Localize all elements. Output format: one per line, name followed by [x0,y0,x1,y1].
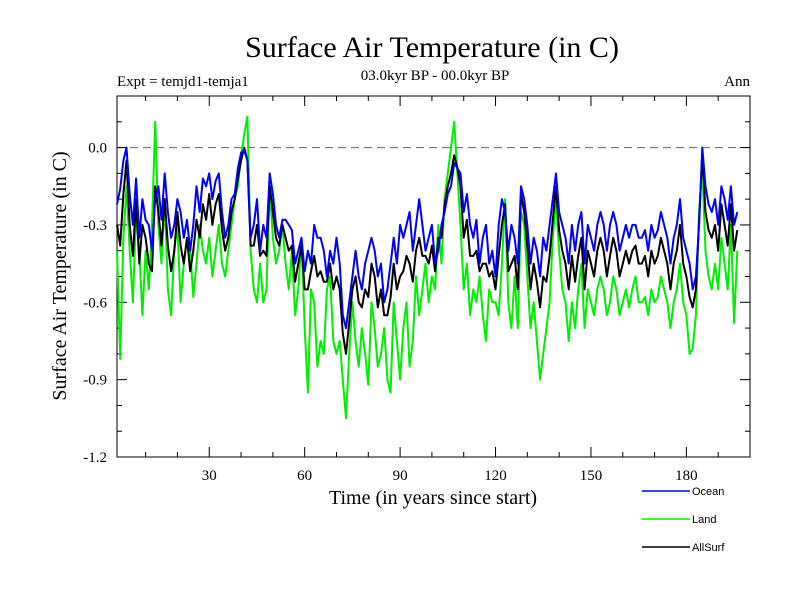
y-tick-label: -0.9 [83,373,107,389]
series-line-allsurf [116,146,739,355]
x-tick-label: 60 [297,468,312,484]
x-tick-label: 150 [580,468,603,484]
plot-area: 30 60 90 120 150 180 0.0 -0.3 -0.6 -0.9 -1.2 [83,95,751,484]
series-line-land [116,115,739,420]
legend-land-label: Land [692,514,716,526]
series-line-ocean [116,146,739,330]
series-layer [116,115,739,420]
experiment-label: Expt = temjd1-temja1 [117,74,249,90]
chart-title: Surface Air Temperature (in C) [245,31,619,64]
axis-ticks: 30 60 90 120 150 180 0.0 -0.3 -0.6 -0.9 -1.2 [83,95,750,484]
legend-ocean-label: Ocean [692,486,724,498]
y-tick-label: 0.0 [88,141,107,157]
x-axis-label: Time (in years since start) [329,487,537,509]
y-tick-label: -0.3 [83,218,107,234]
chart-subtitle: 03.0kyr BP - 00.0kyr BP [361,68,510,84]
x-tick-label: 180 [675,468,698,484]
y-axis-label: Surface Air Temperature (in C) [49,151,71,400]
legend-allsurf-label: AllSurf [692,542,725,554]
legend: Ocean Land AllSurf [642,486,725,554]
y-tick-label: -1.2 [83,450,107,466]
y-tick-label: -0.6 [83,295,107,311]
x-tick-label: 120 [484,468,507,484]
season-label: Ann [724,74,750,90]
x-tick-label: 30 [202,468,217,484]
x-tick-label: 90 [393,468,408,484]
